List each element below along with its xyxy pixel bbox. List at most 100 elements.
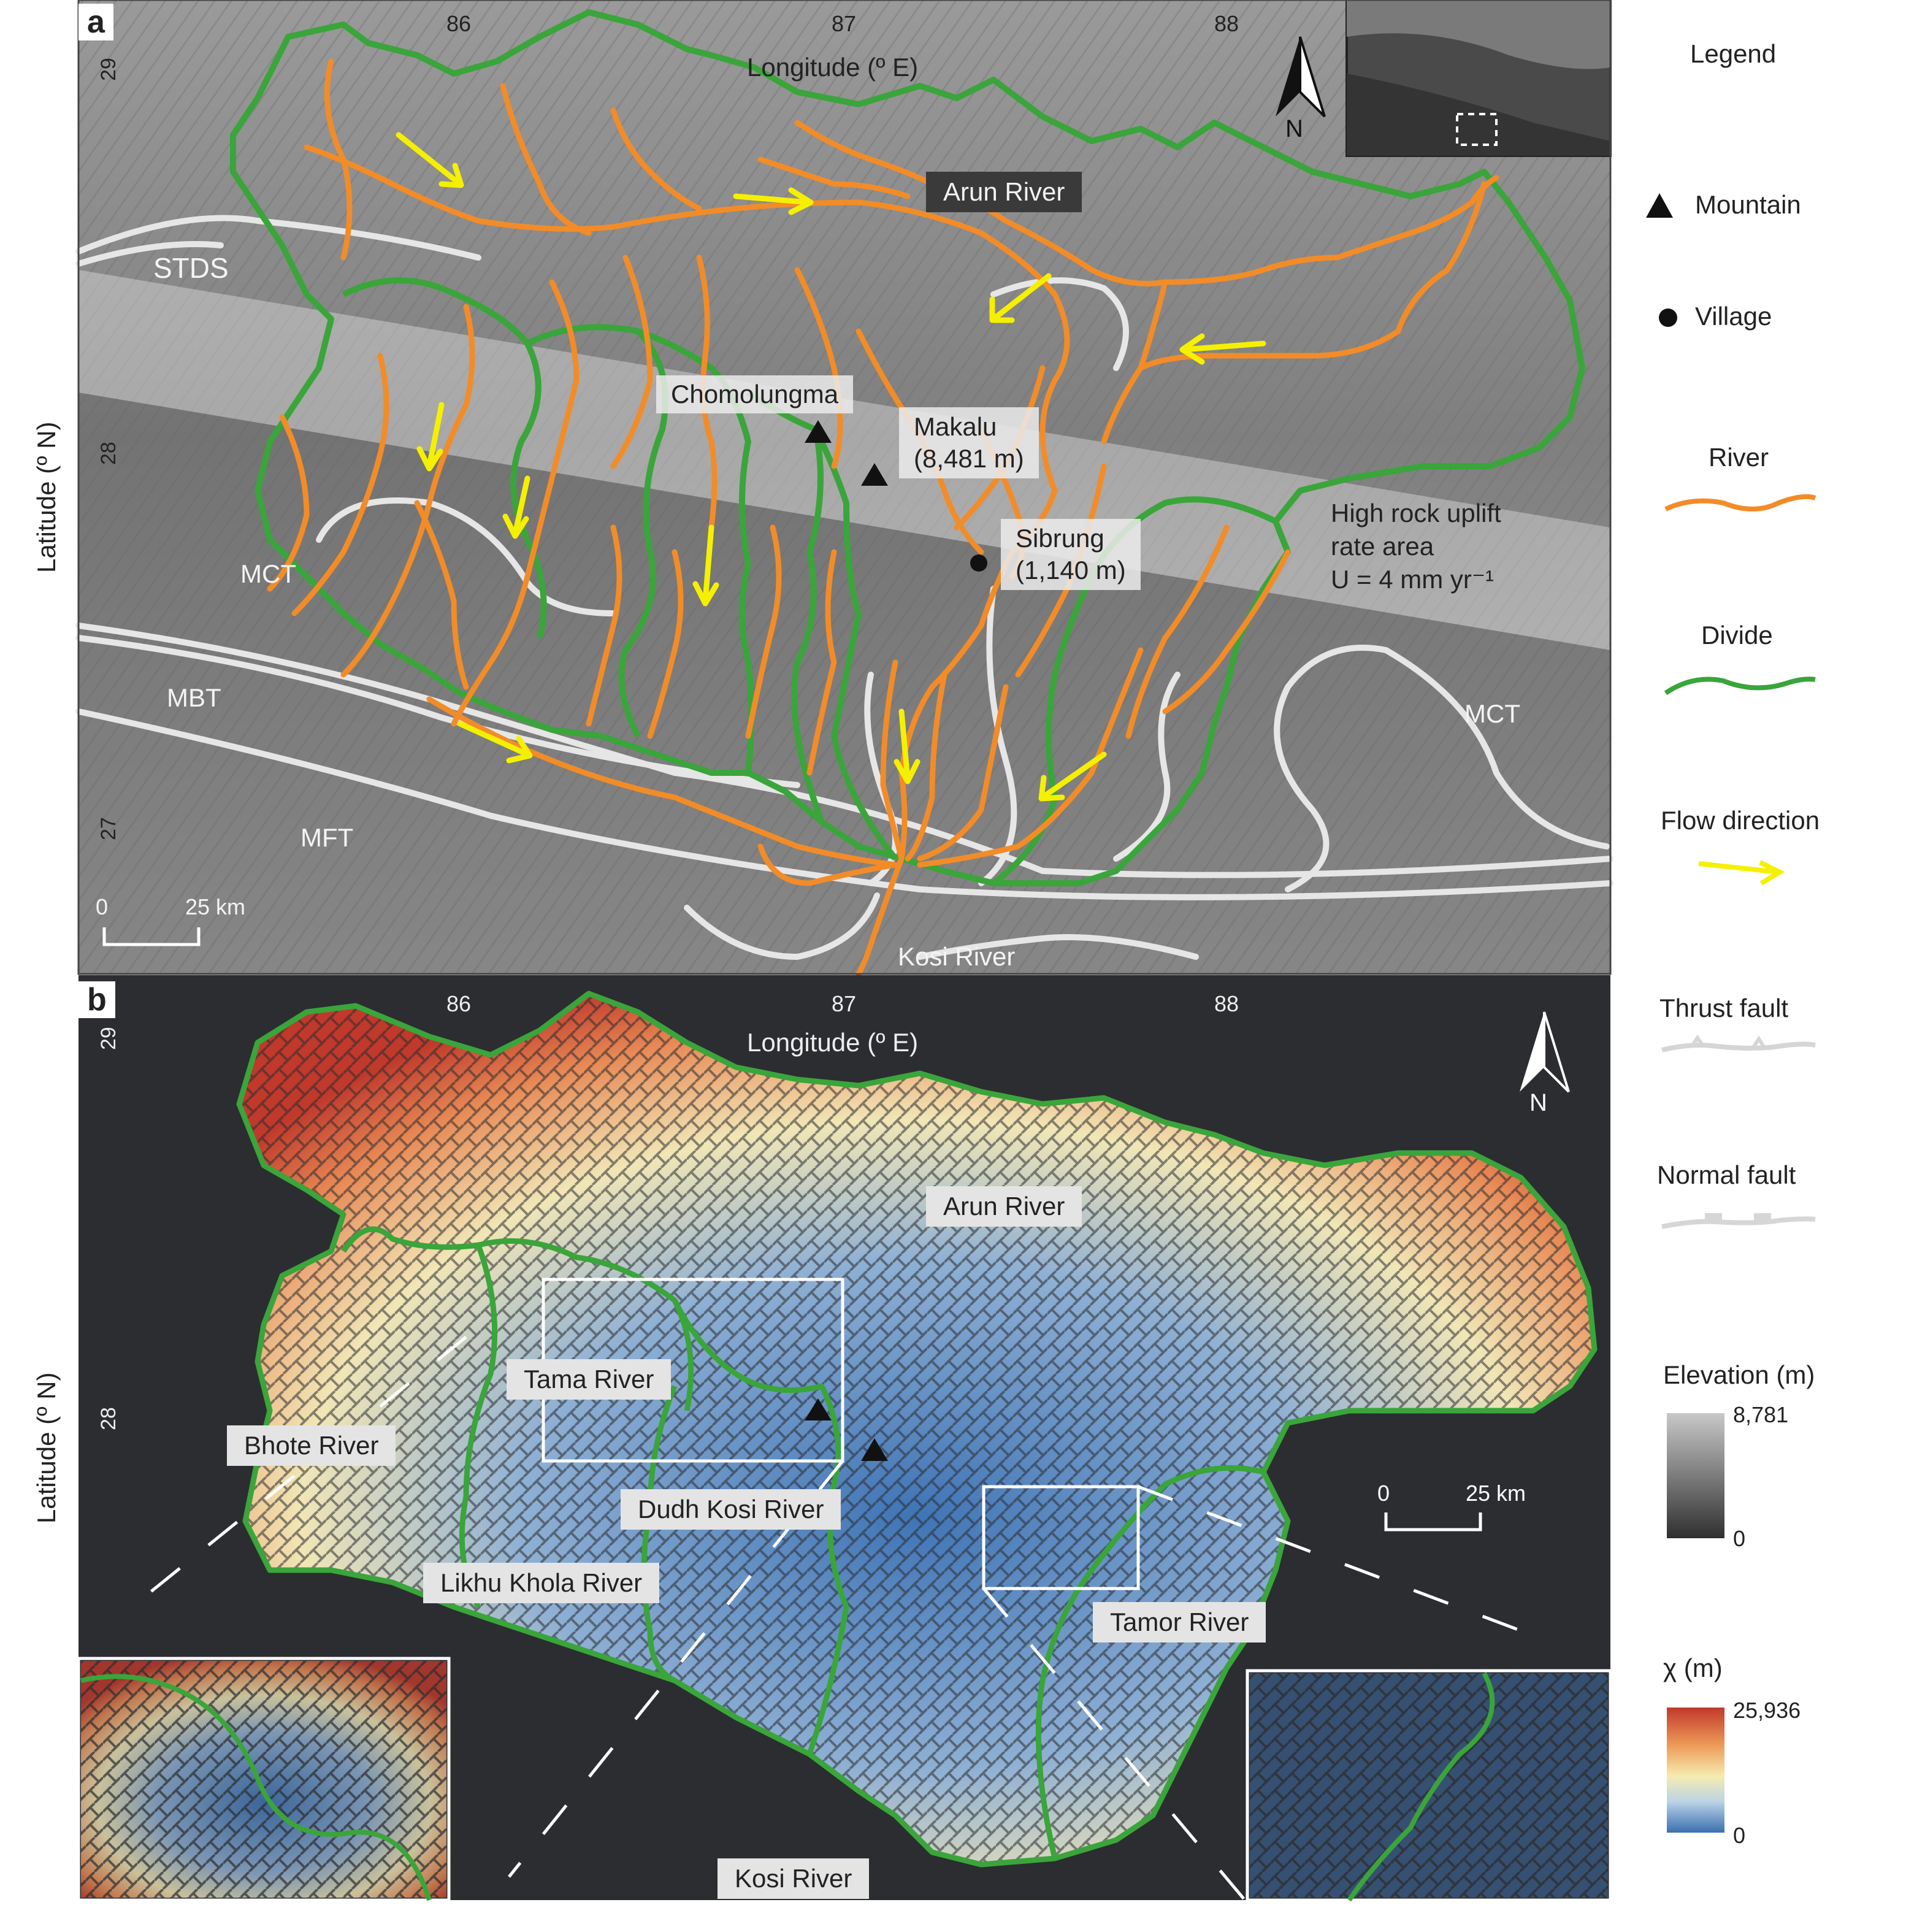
- legend-thrust-swatch: [1661, 1041, 1816, 1052]
- river-a-18: [414, 500, 469, 690]
- legend-elevation-min: 0: [1733, 1526, 1746, 1551]
- panel-a-x-axis-label: Longitude (º E): [747, 53, 919, 82]
- flow-arrow: [396, 132, 464, 188]
- chomolungma-marker-b: [805, 1398, 832, 1420]
- river-a-30: [426, 696, 898, 868]
- divide-a-4: [746, 389, 825, 823]
- flow-arrow: [457, 721, 533, 764]
- label-arun-river-b: Arun River: [926, 1186, 1082, 1227]
- label-dudh-kosi-river: Dudh Kosi River: [621, 1489, 841, 1530]
- river-a-28: [1162, 549, 1291, 715]
- chi-colorbar: [1667, 1708, 1724, 1833]
- legend-normal-swatch: [1661, 1216, 1816, 1229]
- north-arrow-b: [1520, 1011, 1570, 1093]
- river-a-19: [586, 524, 622, 727]
- scale-bar-a: [102, 927, 201, 946]
- label-mct-west: MCT: [240, 559, 296, 588]
- legend-graphics: [1646, 193, 1816, 1833]
- scale-a-length: 25 km: [185, 894, 246, 919]
- location-inset-map: [1345, 0, 1612, 157]
- label-arun-river-a: Arun River: [926, 172, 1082, 212]
- label-chomolungma: Chomolungma: [656, 375, 854, 413]
- makalu-marker: [861, 463, 888, 486]
- flow-arrow: [1179, 333, 1266, 365]
- label-uplift-area: High rock uplift rate area U = 4 mm yr⁻¹: [1331, 497, 1501, 596]
- river-a-14: [451, 279, 580, 727]
- panel-a-letter: a: [78, 4, 113, 40]
- uplift-line-2: rate area: [1331, 532, 1434, 561]
- panel-b-y-axis-label: Latitude (º N): [32, 1372, 61, 1524]
- river-a-31: [757, 843, 898, 886]
- river-a-26: [917, 647, 1144, 868]
- lat-tick-28-b: 28: [97, 1407, 120, 1430]
- sibrung-elevation: (1,140 m): [1016, 556, 1126, 585]
- river-a-6: [1138, 181, 1487, 371]
- river-a-4: [757, 156, 911, 199]
- river-a-22: [806, 549, 837, 776]
- chomolungma-marker: [805, 420, 832, 443]
- river-a-21: [745, 524, 782, 739]
- legend-chi-min: 0: [1733, 1823, 1746, 1848]
- label-tama-river: Tama River: [507, 1359, 672, 1400]
- river-a-23: [880, 659, 905, 862]
- lon-tick-87: 87: [832, 11, 857, 36]
- label-stds: STDS: [153, 252, 229, 284]
- makalu-name: Makalu: [914, 412, 997, 441]
- flow-arrow: [502, 475, 530, 539]
- river-a-5: [794, 120, 1499, 286]
- legend-thrust-label: Thrust fault: [1659, 994, 1789, 1022]
- scale-bar-b: [1384, 1512, 1482, 1531]
- river-a-27: [1125, 524, 1230, 739]
- label-mbt: MBT: [167, 683, 221, 712]
- river-a-2: [500, 83, 592, 236]
- panel-b-letter: b: [78, 981, 115, 1018]
- scale-a-zero: 0: [96, 894, 109, 919]
- mbt-fault: [75, 623, 1613, 878]
- river-a-3: [610, 107, 702, 212]
- legend-divide-swatch: [1664, 677, 1816, 696]
- panel-b-map: [77, 975, 1612, 1902]
- lon-tick-87-b: 87: [832, 991, 857, 1016]
- zoom-lines: [146, 1336, 1540, 1901]
- legend-mountain-label: Mountain: [1695, 190, 1801, 219]
- uplift-line-1: High rock uplift: [1331, 499, 1501, 527]
- panel-b-x-axis-label: Longitude (º E): [747, 1028, 919, 1057]
- high-uplift-band: [78, 270, 1610, 650]
- mft-fault: [75, 708, 1613, 900]
- flow-arrow: [733, 187, 814, 215]
- river-a-17: [267, 414, 310, 592]
- lat-tick-29: 29: [97, 58, 120, 81]
- label-bhote-river: Bhote River: [227, 1425, 396, 1466]
- stds-fault: [75, 215, 481, 261]
- label-makalu: Makalu (8,481 m): [899, 407, 1039, 478]
- scale-b-length: 25 km: [1466, 1481, 1526, 1506]
- flow-arrow: [894, 708, 920, 784]
- legend-river-swatch: [1664, 494, 1816, 512]
- legend-divide-label: Divide: [1701, 621, 1773, 650]
- river-a-24: [905, 672, 947, 862]
- sibrung-name: Sibrung: [1016, 524, 1104, 553]
- legend-flow-swatch: [1698, 861, 1779, 875]
- label-kosi-river-b: Kosi River: [718, 1858, 870, 1899]
- river-a-25: [917, 684, 1009, 862]
- label-kosi-river-a: Kosi River: [898, 942, 1016, 971]
- lon-tick-86-b: 86: [446, 991, 472, 1016]
- mct-fault-east: [1274, 645, 1610, 892]
- divide-a-3: [637, 328, 754, 773]
- panel-a-y-axis-label: Latitude (º N): [32, 421, 61, 573]
- makalu-marker-b: [861, 1438, 888, 1461]
- river-a-7: [1101, 279, 1168, 445]
- lon-tick-88: 88: [1214, 11, 1239, 36]
- flow-arrow: [1038, 751, 1107, 802]
- legend-river-label: River: [1709, 443, 1769, 472]
- elevation-colorbar: [1667, 1413, 1724, 1538]
- scale-b-zero: 0: [1377, 1481, 1390, 1506]
- lon-tick-86: 86: [446, 11, 472, 36]
- legend-village-icon: [1659, 309, 1677, 327]
- label-mct-east: MCT: [1464, 699, 1520, 728]
- legend-elevation-max: 8,781: [1733, 1402, 1789, 1427]
- makalu-elevation: (8,481 m): [914, 444, 1024, 473]
- lat-tick-28: 28: [97, 442, 120, 465]
- sibrung-marker: [970, 554, 987, 572]
